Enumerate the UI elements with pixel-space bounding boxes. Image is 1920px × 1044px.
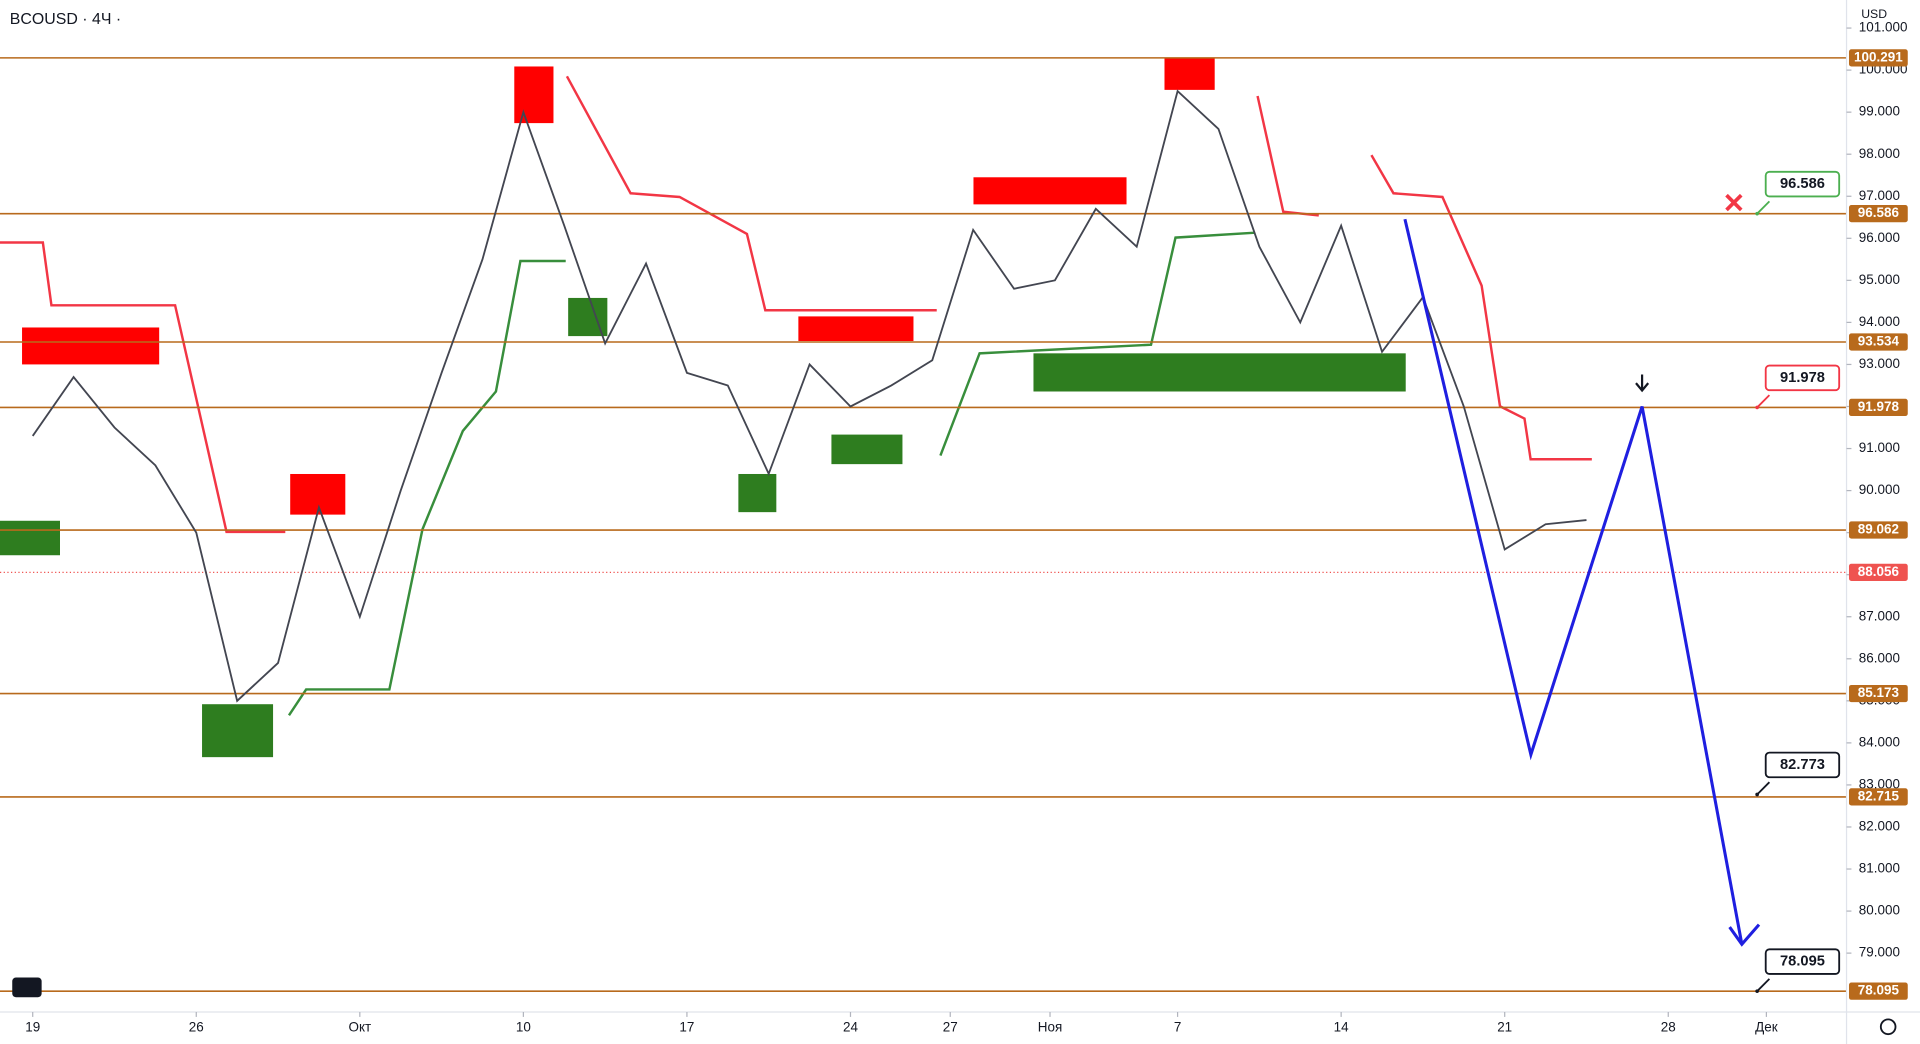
trend-line-up <box>939 231 1256 456</box>
x-tick-label: 28 <box>1661 1020 1676 1035</box>
y-tick-label: 91.000 <box>1859 440 1900 455</box>
y-tick-label: 101.000 <box>1859 20 1908 35</box>
cancel-marker <box>1725 193 1743 212</box>
y-tick-label: 79.000 <box>1859 945 1900 960</box>
callout-pointer <box>1756 200 1771 215</box>
y-tick-label: 82.000 <box>1859 819 1900 834</box>
trend-line-down <box>1256 95 1319 217</box>
x-tick-label: 19 <box>25 1020 40 1035</box>
y-tick-label: 84.000 <box>1859 734 1900 749</box>
y-tick-label: 96.000 <box>1859 230 1900 245</box>
level-label: 91.978 <box>1858 399 1900 414</box>
level-label: 78.095 <box>1858 983 1900 998</box>
current-price-bg <box>1848 563 1908 581</box>
trend-line-down <box>0 241 286 534</box>
callout-dot <box>1755 405 1759 410</box>
level-label-bg <box>1848 788 1908 806</box>
y-tick-label: 98.000 <box>1859 146 1900 161</box>
level-label-bg <box>1848 205 1908 223</box>
level-label: 82.715 <box>1858 788 1900 803</box>
level-label: 89.062 <box>1858 522 1899 537</box>
x-tick-label: 21 <box>1497 1020 1512 1035</box>
callout-pointer <box>1756 394 1771 409</box>
demand-zone <box>202 704 274 758</box>
supply-zone <box>22 327 160 365</box>
x-tick-label: 14 <box>1334 1020 1349 1035</box>
symbol-title: BCOUSD · 4Ч · <box>10 11 121 28</box>
y-tick-label: 99.000 <box>1859 104 1900 119</box>
callout-pointer <box>1756 781 1771 796</box>
down-arrow-icon <box>1635 374 1650 393</box>
projection-path <box>1403 218 1744 945</box>
x-tick-label: 27 <box>943 1020 958 1035</box>
supply-zone <box>973 177 1127 205</box>
callout-dot <box>1755 792 1759 797</box>
y-tick-label: 93.000 <box>1859 356 1900 371</box>
level-label-bg <box>1848 521 1908 539</box>
y-tick-label: 94.000 <box>1859 314 1900 329</box>
current-price-label: 88.056 <box>1858 564 1900 579</box>
supply-zone <box>1164 57 1215 90</box>
level-label: 85.173 <box>1858 685 1900 700</box>
demand-zone <box>1033 353 1406 392</box>
trend-line-up <box>287 259 566 716</box>
level-label-bg <box>1848 982 1908 1000</box>
x-tick-label: 26 <box>189 1020 204 1035</box>
level-label-bg <box>1848 49 1908 67</box>
x-tick-label: Окт <box>348 1020 371 1035</box>
supply-zone <box>514 66 554 124</box>
settings-button[interactable] <box>1879 1018 1897 1036</box>
level-label-bg <box>1848 398 1908 417</box>
callout-label: 82.773 <box>1780 757 1825 773</box>
y-tick-label: 80.000 <box>1859 903 1900 918</box>
level-label-bg <box>1848 333 1908 351</box>
level-label: 93.534 <box>1858 334 1900 349</box>
demand-zone <box>0 520 60 556</box>
projection-arrowhead <box>1728 923 1761 947</box>
callout-dot <box>1755 211 1759 216</box>
demand-zone <box>738 473 777 513</box>
x-tick-label: Дек <box>1755 1020 1778 1035</box>
callout-label: 96.586 <box>1780 176 1825 192</box>
level-label-bg <box>1848 684 1908 703</box>
y-tick-label: 95.000 <box>1859 272 1900 287</box>
x-tick-label: 10 <box>516 1020 531 1035</box>
y-tick-label: 97.000 <box>1859 188 1900 203</box>
x-tick-label: 7 <box>1174 1020 1181 1035</box>
trend-line-down <box>565 75 937 312</box>
callout-pointer <box>1756 978 1771 992</box>
y-tick-label: 81.000 <box>1859 861 1900 876</box>
level-label: 100.291 <box>1854 49 1903 64</box>
x-tick-label: 24 <box>843 1020 858 1035</box>
y-tick-label: 83.000 <box>1859 776 1900 791</box>
callout-box <box>1764 751 1841 779</box>
level-label: 96.586 <box>1858 205 1900 220</box>
y-tick-label: 90.000 <box>1859 482 1900 497</box>
y-tick-label: 86.000 <box>1859 650 1900 665</box>
y-tick-label: 87.000 <box>1859 608 1900 623</box>
supply-zone <box>798 316 914 342</box>
callout-box <box>1764 364 1841 392</box>
callout-label: 91.978 <box>1780 370 1825 386</box>
callout-dot <box>1755 989 1759 994</box>
callout-label: 78.095 <box>1780 953 1825 969</box>
currency: USD <box>1861 7 1887 21</box>
zones <box>0 57 1406 758</box>
tv-logo <box>12 977 42 998</box>
price-line <box>31 89 1587 703</box>
callout-box <box>1764 948 1841 975</box>
x-tick-label: Ноя <box>1038 1020 1063 1035</box>
marks: 96.586 91.978 82.773 78.095 <box>0 57 1847 994</box>
demand-zone <box>831 434 903 465</box>
supply-zone <box>290 473 346 515</box>
callout-box <box>1764 170 1841 198</box>
x-tick-label: 17 <box>679 1020 694 1035</box>
trend-line-down <box>1370 154 1592 461</box>
